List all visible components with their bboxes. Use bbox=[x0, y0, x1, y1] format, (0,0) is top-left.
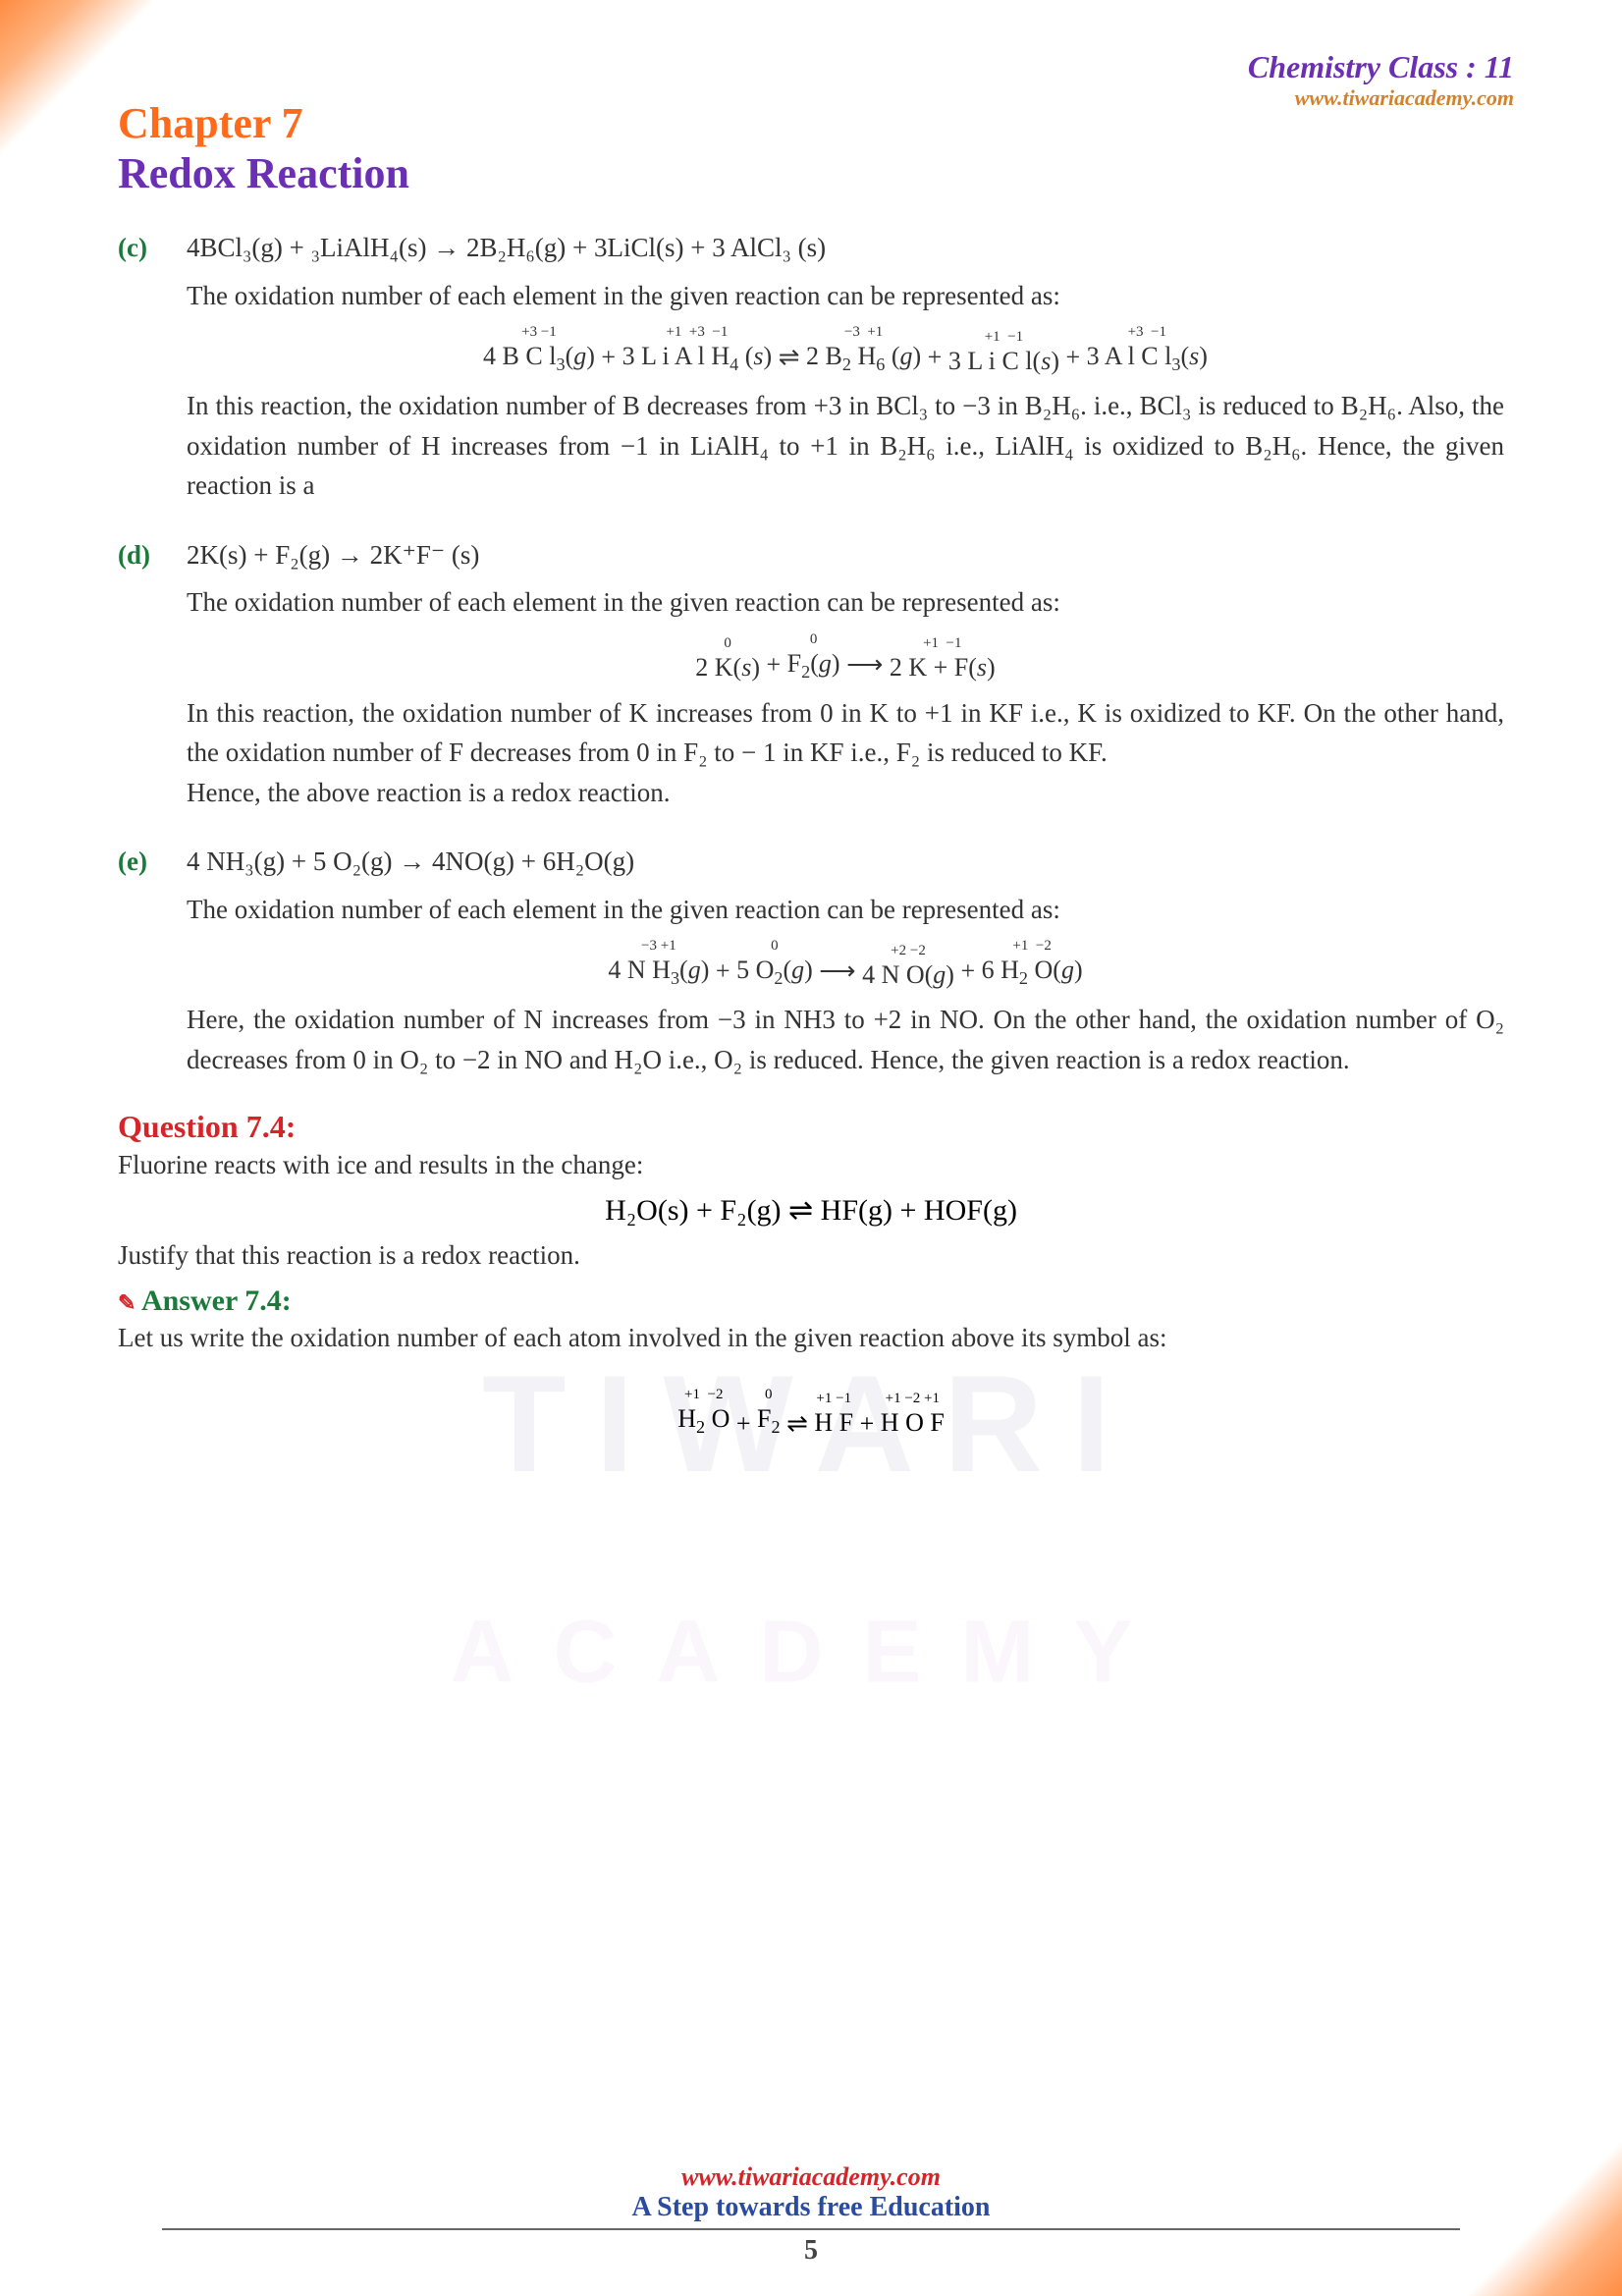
item-d-equation: 2K(s) + F₂(g) → 2K⁺F⁻ (s) bbox=[187, 535, 1504, 575]
item-d: (d) 2K(s) + F₂(g) → 2K⁺F⁻ (s) The oxidat… bbox=[118, 535, 1504, 813]
question-text2: Justify that this reaction is a redox re… bbox=[118, 1235, 1524, 1276]
question-text: Fluorine reacts with ice and results in … bbox=[118, 1145, 1524, 1185]
item-e-label: (e) bbox=[118, 842, 187, 1079]
answer-annotated: +1 −2H2 O + 0F2 ⇌ +1 −1H F + +1 −2 +1H O… bbox=[98, 1388, 1524, 1439]
header-right: Chemistry Class : 11 www.tiwariacademy.c… bbox=[1248, 49, 1514, 111]
question-label: Question 7.4: bbox=[118, 1109, 1524, 1145]
item-d-explanation: In this reaction, the oxidation number o… bbox=[187, 693, 1504, 813]
watermark-2: ACADEMY bbox=[450, 1603, 1171, 1704]
item-e-equation: 4 NH₃(g) + 5 O₂(g) → 4NO(g) + 6H₂O(g) bbox=[187, 842, 1504, 882]
footer-line bbox=[162, 2228, 1460, 2230]
item-d-annotated: 02 K(s) + 0F2(g) ⟶ +1 −12 K + F(s) bbox=[187, 632, 1504, 683]
item-d-label: (d) bbox=[118, 535, 187, 813]
footer: www.tiwariacademy.com A Step towards fre… bbox=[0, 2162, 1622, 2267]
item-e: (e) 4 NH₃(g) + 5 O₂(g) → 4NO(g) + 6H₂O(g… bbox=[118, 842, 1504, 1079]
question-equation: H₂O(s) + F₂(g) ⇌ HF(g) + HOF(g) bbox=[98, 1193, 1524, 1228]
item-d-body: 2K(s) + F₂(g) → 2K⁺F⁻ (s) The oxidation … bbox=[187, 535, 1504, 813]
item-e-body: 4 NH₃(g) + 5 O₂(g) → 4NO(g) + 6H₂O(g) Th… bbox=[187, 842, 1504, 1079]
item-c: (c) 4BCl₃(g) + ₃LiAlH₄(s) → 2B₂H₆(g) + 3… bbox=[118, 228, 1504, 506]
answer-text: Let us write the oxidation number of eac… bbox=[118, 1318, 1524, 1358]
item-c-label: (c) bbox=[118, 228, 187, 506]
item-e-explanation: Here, the oxidation number of N increase… bbox=[187, 1000, 1504, 1079]
chapter-title: Redox Reaction bbox=[118, 148, 1524, 198]
content-area: (c) 4BCl₃(g) + ₃LiAlH₄(s) → 2B₂H₆(g) + 3… bbox=[98, 228, 1524, 1079]
item-c-annotated: +3 −14 B C l3(g) + +1 +3 −13 L i A l H4 … bbox=[187, 325, 1504, 376]
item-c-body: 4BCl₃(g) + ₃LiAlH₄(s) → 2B₂H₆(g) + 3LiCl… bbox=[187, 228, 1504, 506]
header-url: www.tiwariacademy.com bbox=[1248, 85, 1514, 111]
item-d-intro: The oxidation number of each element in … bbox=[187, 582, 1504, 623]
item-e-annotated: −3 +14 N H3(g) + 05 O2(g) ⟶ +2 −24 N O(g… bbox=[187, 939, 1504, 990]
item-e-intro: The oxidation number of each element in … bbox=[187, 890, 1504, 930]
item-c-explanation: In this reaction, the oxidation number o… bbox=[187, 386, 1504, 506]
class-title: Chemistry Class : 11 bbox=[1248, 49, 1514, 85]
page-number: 5 bbox=[0, 2235, 1622, 2267]
footer-url: www.tiwariacademy.com bbox=[0, 2162, 1622, 2192]
footer-tagline: A Step towards free Education bbox=[0, 2192, 1622, 2223]
answer-label: Answer 7.4: bbox=[118, 1285, 1524, 1318]
item-c-intro: The oxidation number of each element in … bbox=[187, 276, 1504, 316]
item-c-equation: 4BCl₃(g) + ₃LiAlH₄(s) → 2B₂H₆(g) + 3LiCl… bbox=[187, 228, 1504, 268]
